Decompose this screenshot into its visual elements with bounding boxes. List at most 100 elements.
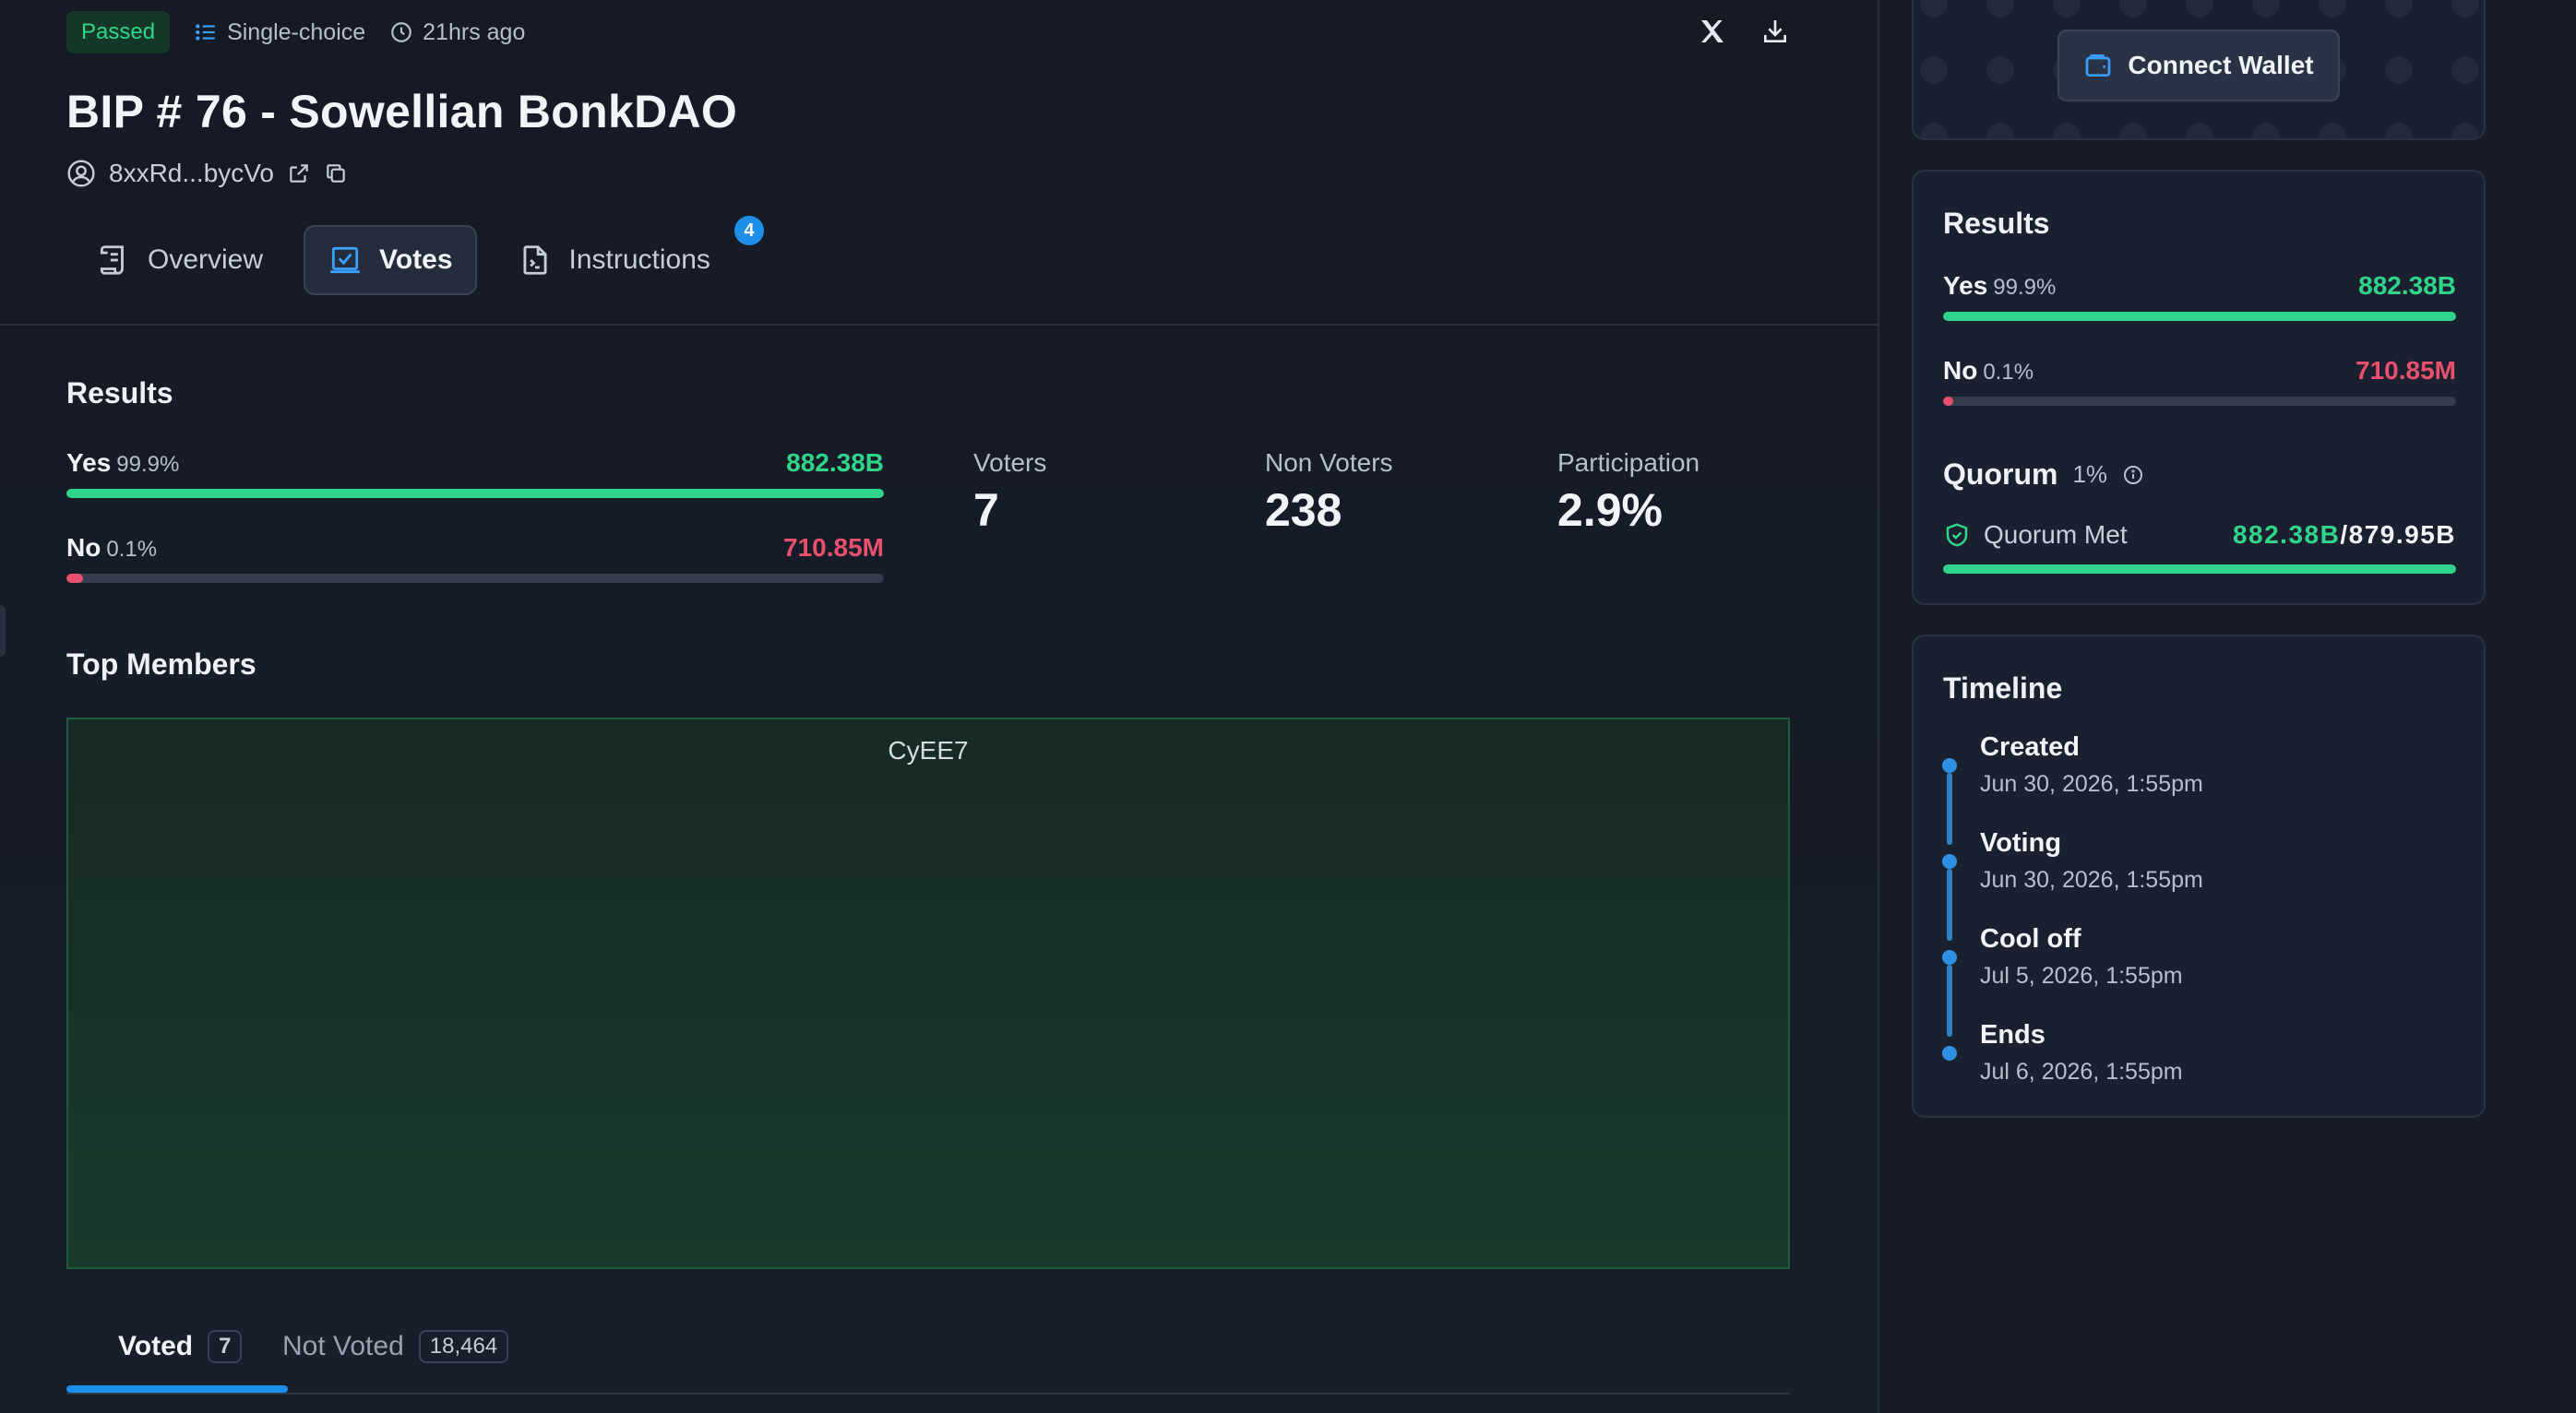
clock-icon [391, 22, 411, 42]
code-file-icon [522, 245, 547, 275]
timeline-dot [1942, 854, 1957, 869]
sidebar-no-label: No 0.1% [1943, 356, 2033, 386]
yes-value: 882.38B [786, 448, 884, 477]
tab-votes-label: Votes [379, 244, 453, 275]
x-logo-icon [1701, 20, 1723, 42]
timeline-event-date: Jun 30, 2026, 1:55pm [1980, 771, 2203, 797]
wallet-card: Connect Wallet [1912, 0, 2486, 140]
ballot-icon [330, 246, 360, 274]
user-circle-icon [67, 160, 95, 187]
sidebar-no-bar [1943, 397, 2456, 406]
sidebar-no-label-text: No [1943, 356, 1978, 385]
sidebar-yes-value: 882.38B [2358, 271, 2456, 300]
sidebar-toggle-handle[interactable] [0, 605, 6, 657]
scroll-icon [100, 245, 124, 275]
participation-label: Participation [1557, 448, 1700, 477]
list-icon [196, 24, 215, 41]
sidebar-no-bar-fill [1943, 397, 1954, 406]
quorum-bar-fill [1943, 564, 2456, 574]
time-ago: 21hrs ago [389, 19, 525, 46]
timeline-event-name: Ends [1980, 1020, 2045, 1050]
voted-count: 7 [208, 1330, 243, 1363]
download-icon [1764, 20, 1786, 42]
non-voters-label: Non Voters [1265, 448, 1393, 477]
tab-instructions[interactable]: Instructions 4 [495, 216, 764, 295]
no-label-text: No [66, 533, 101, 562]
no-value: 710.85M [783, 533, 884, 562]
timeline-event-name: Created [1980, 732, 2080, 762]
quorum-current: 882.38B [2232, 520, 2341, 549]
vote-type: Single-choice [194, 19, 365, 46]
proposal-main: Passed Single-choice 21hrs ago BIP # 76 … [0, 0, 1879, 1413]
voters-label: Voters [973, 448, 1047, 477]
wallet-icon [2086, 54, 2111, 77]
active-tab-indicator [66, 1385, 288, 1393]
quorum-row: Quorum 1% [1943, 457, 2144, 492]
tab-instructions-label: Instructions [568, 244, 710, 275]
header-actions [1696, 15, 1792, 48]
timeline-title: Timeline [1943, 671, 2063, 705]
sidebar-yes-bar-fill [1943, 312, 2456, 321]
sidebar-yes-pct: 99.9% [1993, 275, 2057, 300]
participation-value: 2.9% [1557, 484, 1663, 536]
instructions-count-badge: 4 [733, 216, 764, 245]
yes-label: Yes 99.9% [66, 448, 179, 478]
yes-bar [66, 489, 884, 498]
yes-label-text: Yes [66, 448, 112, 477]
timeline-dot [1942, 758, 1957, 773]
timeline-dot [1942, 1046, 1957, 1061]
quorum-met: Quorum Met [1943, 520, 2128, 550]
quorum-bar [1943, 564, 2456, 574]
sidebar-results-card: Results Yes 99.9% 882.38B No 0.1% 710.85M … [1912, 170, 2486, 605]
connect-wallet-button[interactable]: Connect Wallet [2057, 30, 2340, 101]
no-pct: 0.1% [106, 537, 158, 562]
tab-not-voted-label: Not Voted [282, 1331, 404, 1361]
external-link-icon[interactable] [287, 161, 311, 185]
tab-voted-label: Voted [118, 1331, 194, 1361]
author-row: 8xxRd...bycVo [66, 159, 348, 188]
quorum-amount: 882.38B/879.95B [2233, 520, 2456, 550]
timeline-event-date: Jul 6, 2026, 1:55pm [1980, 1059, 2183, 1085]
tab-overview[interactable]: Overview [74, 225, 285, 295]
tab-not-voted[interactable]: Not Voted 18,464 [282, 1330, 509, 1363]
top-members-treemap: CyEE7 [66, 718, 1790, 1269]
sidebar-results-title: Results [1943, 207, 2050, 240]
treemap-cell-label[interactable]: CyEE7 [888, 736, 969, 765]
timeline-connector [1947, 965, 1952, 1037]
quorum-met-label: Quorum Met [1984, 520, 2128, 549]
download-button[interactable] [1759, 15, 1792, 48]
vote-list-tabs: Voted 7 Not Voted 18,464 [66, 1321, 1790, 1395]
copy-icon[interactable] [324, 161, 348, 185]
info-icon[interactable] [2122, 464, 2144, 486]
non-voters-value: 238 [1265, 484, 1342, 536]
sidebar-yes-label: Yes 99.9% [1943, 271, 2056, 301]
quorum-met-row: Quorum Met 882.38B/879.95B [1943, 520, 2456, 550]
timeline-dot [1942, 950, 1957, 965]
voters-value: 7 [973, 484, 999, 536]
no-label: No 0.1% [66, 533, 157, 563]
author-address[interactable]: 8xxRd...bycVo [109, 159, 274, 187]
proposal-meta-row: Passed Single-choice 21hrs ago [66, 11, 525, 53]
sidebar-yes-bar [1943, 312, 2456, 321]
share-x-button[interactable] [1696, 15, 1729, 48]
connect-wallet-label: Connect Wallet [2128, 51, 2314, 79]
tab-overview-label: Overview [148, 244, 264, 275]
status-badge: Passed [66, 11, 171, 53]
timeline-connector [1947, 773, 1952, 845]
time-ago-label: 21hrs ago [423, 18, 526, 45]
tab-votes[interactable]: Votes [304, 225, 477, 295]
proposal-tabs: Overview Votes Instructions 4 [74, 216, 764, 295]
proposal-header: Passed Single-choice 21hrs ago BIP # 76 … [0, 0, 1879, 326]
yes-bar-fill [66, 489, 884, 498]
timeline-event-date: Jul 5, 2026, 1:55pm [1980, 963, 2183, 989]
vote-type-label: Single-choice [227, 18, 366, 45]
not-voted-count: 18,464 [418, 1330, 509, 1363]
quorum-pct: 1% [2072, 460, 2108, 488]
yes-pct: 99.9% [116, 452, 180, 477]
tab-voted[interactable]: Voted 7 [118, 1330, 243, 1363]
page-title: BIP # 76 - Sowellian BonkDAO [66, 86, 738, 137]
timeline-event-date: Jun 30, 2026, 1:55pm [1980, 867, 2203, 893]
top-members-title: Top Members [66, 647, 256, 681]
sidebar-no-pct: 0.1% [1983, 360, 2034, 385]
timeline-connector [1947, 869, 1952, 941]
